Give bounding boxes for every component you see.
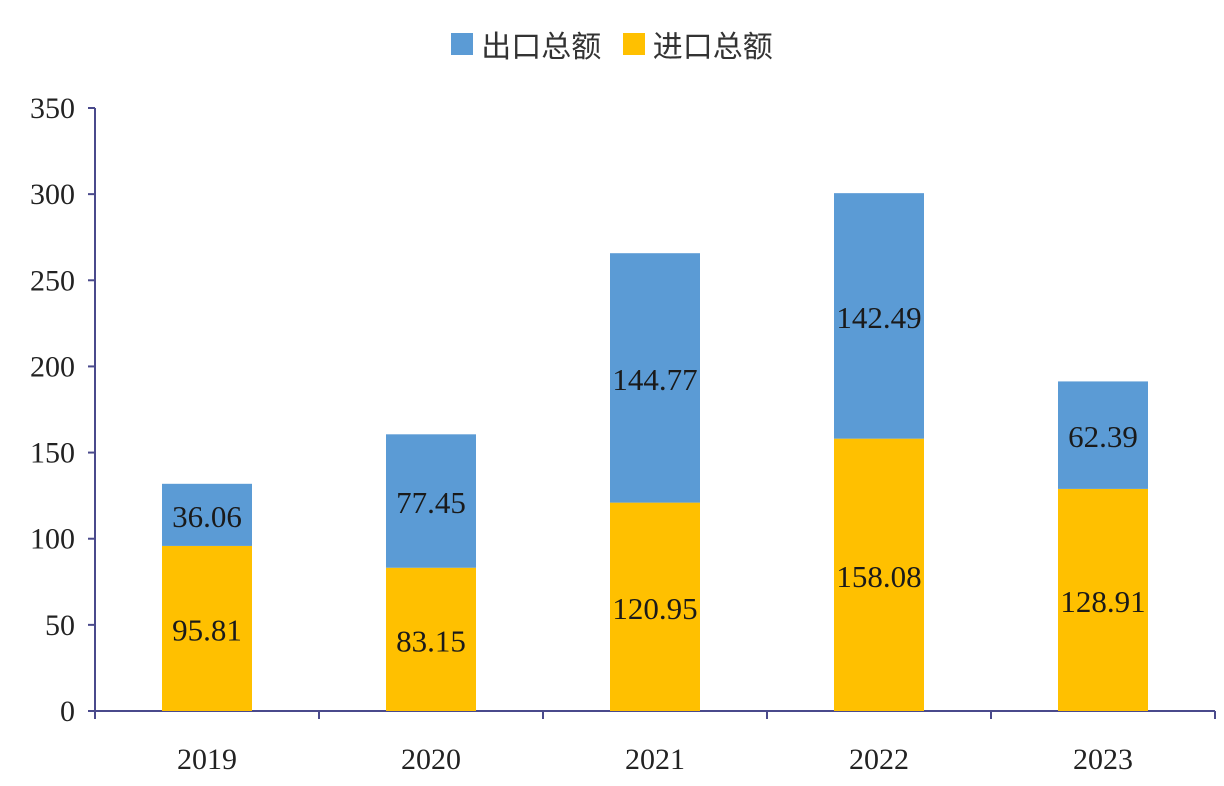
bar-segment-export bbox=[834, 193, 924, 439]
legend-item-export: 出口总额 bbox=[451, 22, 601, 66]
bar-segment-export bbox=[1058, 381, 1148, 489]
y-tick-label: 0 bbox=[60, 695, 75, 728]
y-tick-label: 250 bbox=[30, 264, 75, 297]
bar-segment-import bbox=[162, 545, 252, 711]
y-tick-label: 150 bbox=[30, 437, 75, 470]
legend-label-export: 出口总额 bbox=[481, 30, 602, 65]
x-tick-label: 2019 bbox=[177, 743, 237, 776]
data-label-export: 142.49 bbox=[836, 300, 921, 335]
chart-legend: 出口总额 进口总额 bbox=[0, 22, 1224, 66]
bar-segment-import bbox=[1058, 488, 1148, 711]
legend-swatch-import bbox=[622, 33, 645, 55]
legend-label-import: 进口总额 bbox=[652, 30, 773, 65]
data-label-import: 83.15 bbox=[396, 623, 466, 658]
bar-segment-export bbox=[610, 253, 700, 503]
bar-segment-import bbox=[610, 502, 700, 711]
legend-item-import: 进口总额 bbox=[622, 22, 773, 66]
y-tick-label: 350 bbox=[30, 92, 75, 125]
bar-segment-export bbox=[162, 483, 252, 546]
data-label-export: 36.06 bbox=[172, 499, 242, 534]
y-tick-label: 100 bbox=[30, 523, 75, 556]
bar-segment-export bbox=[386, 434, 476, 568]
bar-segment-import bbox=[834, 438, 924, 711]
y-tick-label: 300 bbox=[30, 178, 75, 211]
x-tick-label: 2020 bbox=[401, 743, 461, 776]
y-tick-label: 200 bbox=[30, 350, 75, 383]
data-label-import: 95.81 bbox=[172, 612, 242, 647]
data-label-export: 62.39 bbox=[1068, 419, 1138, 454]
x-tick-label: 2021 bbox=[625, 743, 685, 776]
data-label-import: 158.08 bbox=[836, 559, 921, 594]
y-tick-label: 50 bbox=[45, 609, 75, 642]
x-tick-label: 2022 bbox=[849, 743, 909, 776]
data-label-import: 128.91 bbox=[1060, 584, 1145, 619]
x-tick-label: 2023 bbox=[1073, 743, 1133, 776]
data-label-import: 120.95 bbox=[612, 591, 697, 626]
data-label-export: 77.45 bbox=[396, 485, 466, 520]
data-label-export: 144.77 bbox=[612, 362, 697, 397]
bar-segment-import bbox=[386, 567, 476, 711]
legend-swatch-export bbox=[451, 33, 474, 55]
